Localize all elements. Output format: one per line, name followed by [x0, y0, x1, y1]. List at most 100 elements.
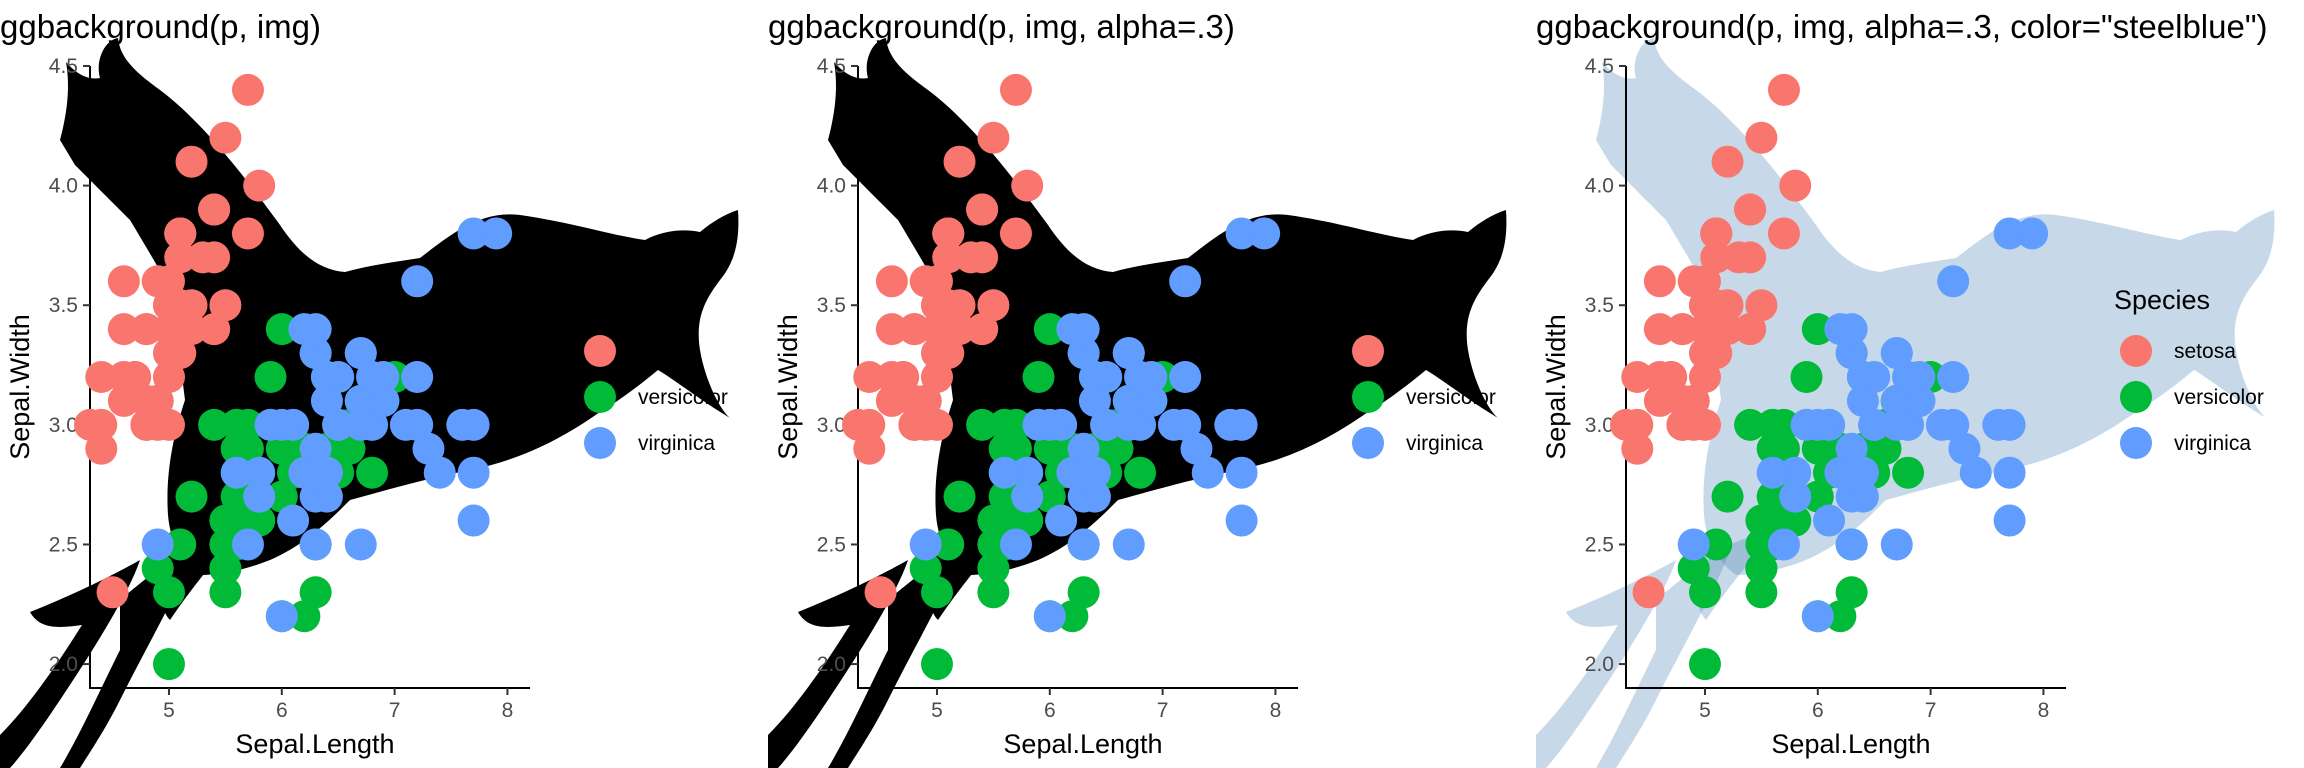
point-setosa — [853, 361, 886, 393]
y-tick-label: 4.5 — [817, 55, 846, 78]
legend-key-virginica — [1352, 427, 1384, 459]
point-setosa — [1745, 121, 1778, 154]
y-tick-label: 3.0 — [817, 414, 846, 437]
point-virginica — [1677, 528, 1710, 561]
point-setosa — [231, 217, 264, 250]
x-tick-label: 7 — [1157, 699, 1169, 722]
point-virginica — [277, 504, 310, 537]
point-versicolor — [1011, 504, 1044, 537]
chart-panel-2: ggbackground(p, img, alpha=.3) 2.0 2.5 3.0 3… — [768, 8, 1507, 768]
point-virginica — [480, 217, 513, 250]
point-virginica — [231, 528, 264, 561]
point-setosa — [920, 337, 953, 370]
point-versicolor — [920, 648, 953, 681]
y-tick-label: 2.0 — [817, 653, 846, 676]
point-virginica — [1756, 456, 1789, 489]
point-setosa — [85, 432, 118, 465]
point-setosa — [954, 241, 987, 274]
point-versicolor — [288, 600, 321, 633]
point-versicolor — [1101, 432, 1134, 465]
point-virginica — [457, 504, 490, 537]
point-setosa — [1621, 432, 1654, 465]
point-virginica — [265, 600, 298, 633]
legend: setosa versicolor virginica — [1352, 335, 1496, 459]
point-setosa — [152, 289, 185, 322]
legend-label-virginica: virginica — [638, 432, 715, 455]
point-setosa — [909, 265, 942, 298]
point-virginica — [254, 408, 287, 441]
point-virginica — [1903, 384, 1936, 417]
point-versicolor — [254, 361, 287, 393]
point-virginica — [310, 384, 343, 417]
point-virginica — [1779, 480, 1812, 513]
point-virginica — [1011, 456, 1044, 489]
point-virginica — [299, 337, 332, 370]
legend: Species setosa versicolor virginica — [2114, 285, 2264, 459]
point-versicolor — [265, 432, 298, 465]
point-versicolor — [1711, 480, 1744, 513]
point-setosa — [1779, 169, 1812, 202]
point-versicolor — [1124, 456, 1157, 489]
point-virginica — [1846, 361, 1879, 393]
y-axis-label: Sepal.Width — [1541, 314, 1571, 460]
point-setosa — [152, 408, 185, 441]
point-virginica — [999, 528, 1032, 561]
point-setosa — [1688, 408, 1721, 441]
x-tick-label: 8 — [2038, 699, 2050, 722]
x-tick-label: 5 — [163, 699, 175, 722]
point-virginica — [1835, 432, 1868, 465]
point-setosa — [853, 432, 886, 465]
point-versicolor — [209, 504, 242, 537]
point-setosa — [1767, 73, 1800, 106]
point-setosa — [1643, 265, 1676, 298]
point-setosa — [96, 576, 129, 609]
point-versicolor — [1869, 432, 1902, 465]
point-versicolor — [1677, 552, 1710, 585]
point-setosa — [175, 289, 208, 322]
point-setosa — [1688, 289, 1721, 322]
point-virginica — [299, 528, 332, 561]
x-tick-label: 7 — [389, 699, 401, 722]
point-virginica — [1824, 313, 1857, 346]
point-virginica — [288, 313, 321, 346]
point-virginica — [1169, 265, 1202, 298]
point-virginica — [310, 361, 343, 393]
point-virginica — [909, 528, 942, 561]
x-axis-label: Sepal.Length — [1003, 729, 1162, 759]
point-setosa — [1643, 313, 1676, 346]
point-setosa — [1677, 265, 1710, 298]
point-versicolor — [231, 432, 264, 465]
point-setosa — [198, 193, 231, 226]
point-setosa — [1700, 217, 1733, 250]
point-setosa — [875, 361, 908, 393]
point-versicolor — [1688, 648, 1721, 681]
point-versicolor — [1801, 432, 1834, 465]
point-virginica — [401, 361, 434, 393]
point-virginica — [1169, 408, 1202, 441]
point-virginica — [1191, 456, 1224, 489]
point-virginica — [1835, 528, 1868, 561]
point-virginica — [1225, 408, 1258, 441]
point-setosa — [107, 384, 140, 417]
point-setosa — [1767, 217, 1800, 250]
point-virginica — [1078, 361, 1111, 393]
point-virginica — [1948, 432, 1981, 465]
point-versicolor — [1756, 480, 1789, 513]
point-versicolor — [1835, 576, 1868, 609]
point-versicolor — [299, 576, 332, 609]
point-setosa — [1666, 313, 1699, 346]
x-axis-label: Sepal.Length — [235, 729, 394, 759]
point-versicolor — [220, 480, 253, 513]
point-setosa — [932, 313, 965, 346]
point-setosa — [141, 265, 174, 298]
legend-label-versicolor: versicolor — [1406, 386, 1496, 409]
point-virginica — [344, 528, 377, 561]
point-setosa — [141, 384, 174, 417]
y-tick-label: 4.0 — [1585, 175, 1614, 198]
point-virginica — [299, 456, 332, 489]
point-setosa — [1722, 241, 1755, 274]
point-versicolor — [999, 432, 1032, 465]
point-versicolor — [1022, 361, 1055, 393]
point-virginica — [243, 480, 276, 513]
